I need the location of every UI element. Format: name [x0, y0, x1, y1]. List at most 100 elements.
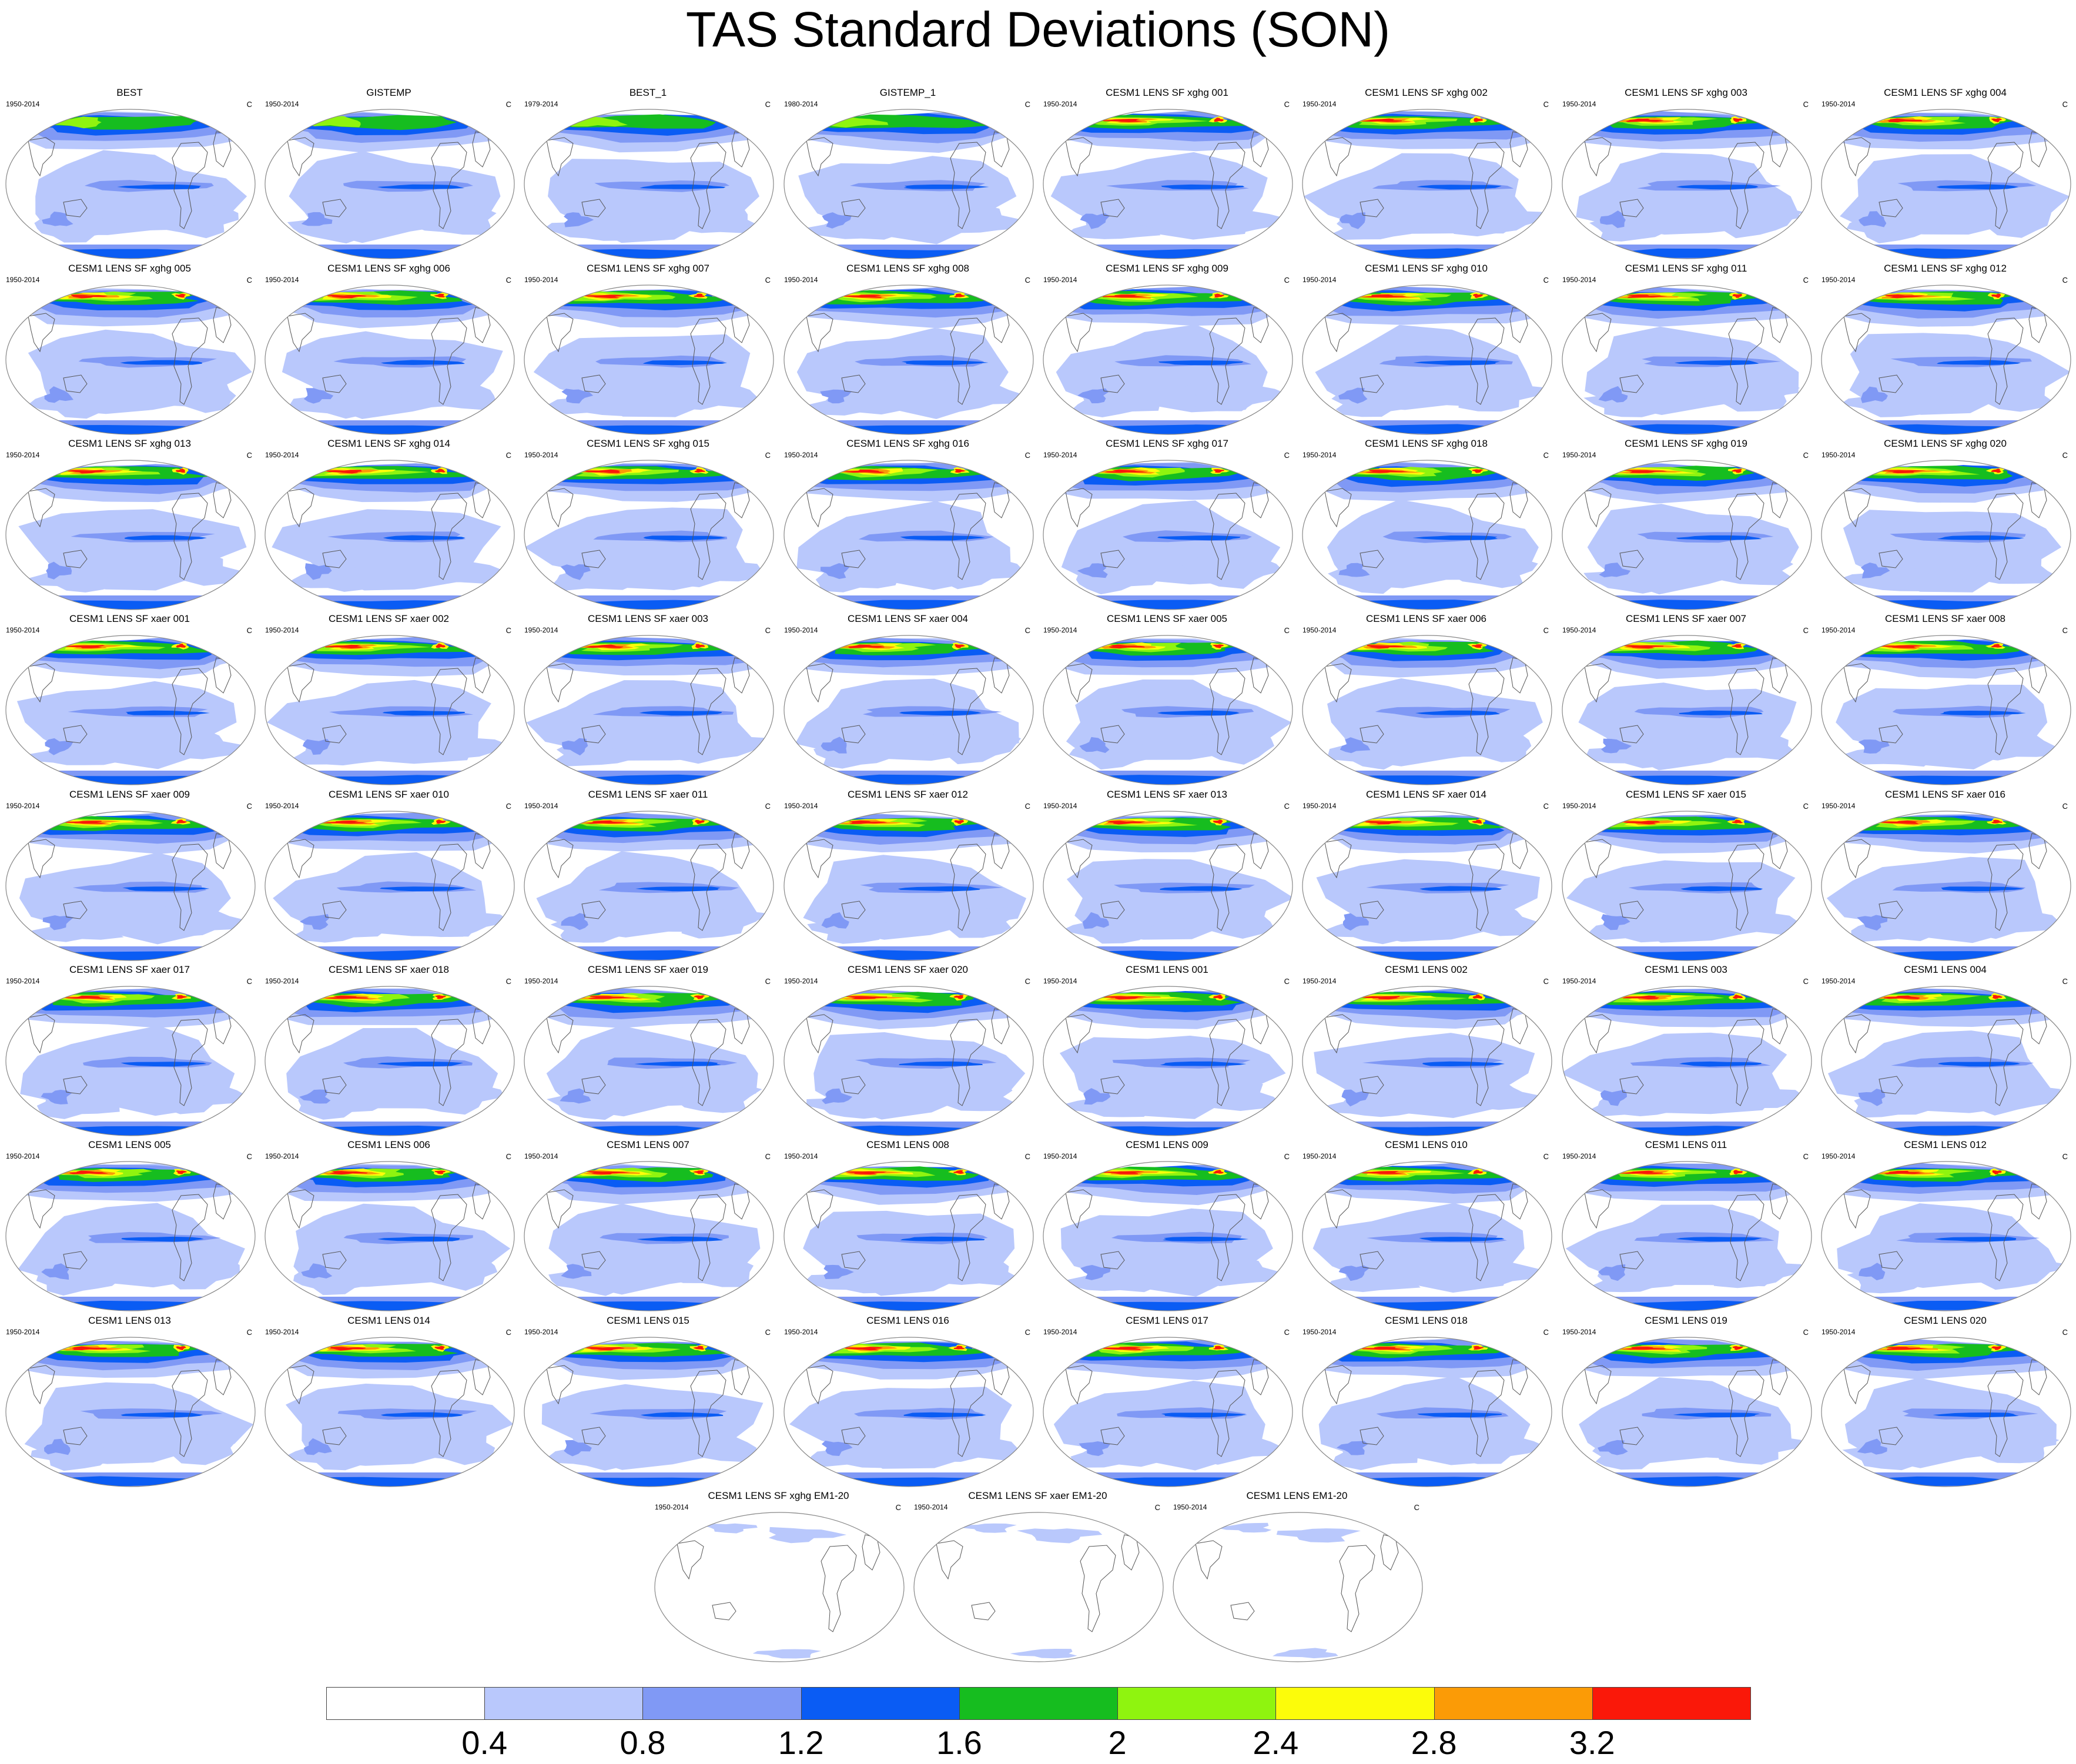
- colorbar-box: [484, 1687, 644, 1720]
- panel-map: [5, 985, 256, 1137]
- panel-title: CESM1 LENS SF xaer 001: [69, 613, 190, 624]
- panel-period: 1950-2014: [784, 1328, 818, 1336]
- panel-period: 1950-2014: [265, 100, 299, 108]
- panel-title: CESM1 LENS SF xaer 011: [588, 789, 708, 800]
- panel-units: C: [1803, 451, 1809, 460]
- panel-map: [1042, 1336, 1294, 1488]
- map-panel: CESM1 LENS 009 1950-2014 C: [1037, 1139, 1297, 1316]
- panel-title: CESM1 LENS SF xaer 014: [1365, 789, 1487, 800]
- panel-units: C: [246, 802, 252, 811]
- panel-title: CESM1 LENS SF xaer 005: [1106, 613, 1228, 624]
- map-panel: CESM1 LENS SF xaer 001 1950-2014 C: [0, 613, 259, 789]
- panel-period: 1950-2014: [1302, 977, 1337, 985]
- panel-map: [1042, 284, 1294, 436]
- panel-units: C: [1803, 802, 1809, 811]
- panel-units: C: [1284, 100, 1290, 109]
- panel-units: C: [505, 1152, 511, 1161]
- panel-units: C: [1803, 977, 1809, 986]
- panel-period: 1950-2014: [1562, 1328, 1596, 1336]
- panel-map: [783, 810, 1034, 962]
- panel-period: 1950-2014: [1043, 1328, 1077, 1336]
- panel-map: [1042, 1160, 1294, 1312]
- colorbar-box: [1117, 1687, 1277, 1720]
- panel-title: CESM1 LENS 014: [347, 1315, 430, 1326]
- map-panel: CESM1 LENS SF xghg 005 1950-2014 C: [0, 263, 259, 439]
- map-panel: CESM1 LENS SF xaer 002 1950-2014 C: [259, 613, 518, 789]
- panel-map: [1820, 985, 2072, 1137]
- map-panel: CESM1 LENS 013 1950-2014 C: [0, 1315, 259, 1491]
- panel-period: 1950-2014: [784, 802, 818, 810]
- panel-units: C: [1024, 802, 1030, 811]
- panel-period: 1950-2014: [784, 626, 818, 634]
- map-panel: CESM1 LENS SF xghg EM1-20 1950-2014 C: [649, 1490, 908, 1666]
- map-panel: CESM1 LENS 006 1950-2014 C: [259, 1139, 518, 1316]
- panel-units: C: [246, 977, 252, 986]
- panel-map: [264, 108, 515, 260]
- panel-period: 1950-2014: [784, 1152, 818, 1160]
- panel-map: [1042, 108, 1294, 260]
- map-panel: CESM1 LENS SF xaer 006 1950-2014 C: [1297, 613, 1556, 789]
- map-panel: CESM1 LENS SF xghg 009 1950-2014 C: [1037, 263, 1297, 439]
- panel-period: 1950-2014: [1562, 100, 1596, 108]
- map-panel: CESM1 LENS SF xaer EM1-20 1950-2014 C: [908, 1490, 1167, 1666]
- panel-units: C: [1024, 276, 1030, 284]
- panel-period: 1950-2014: [524, 1152, 558, 1160]
- panel-period: 1950-2014: [1821, 100, 1856, 108]
- panel-title: CESM1 LENS SF xghg 014: [327, 438, 450, 449]
- panel-period: 1950-2014: [784, 451, 818, 459]
- panel-units: C: [1024, 977, 1030, 986]
- map-panel: CESM1 LENS SF xghg 006 1950-2014 C: [259, 263, 518, 439]
- panel-period: 1950-2014: [1043, 977, 1077, 985]
- panel-period: 1950-2014: [1562, 802, 1596, 810]
- panel-map: [1042, 459, 1294, 611]
- panel-units: C: [246, 276, 252, 284]
- panel-title: CESM1 LENS SF xaer EM1-20: [968, 1490, 1107, 1501]
- map-panel: CESM1 LENS SF xghg 016 1950-2014 C: [778, 438, 1037, 614]
- panel-units: C: [765, 1328, 771, 1337]
- panel-period: 1950-2014: [524, 626, 558, 634]
- panel-period: 1950-2014: [1043, 276, 1077, 284]
- panel-title: GISTEMP_1: [879, 87, 936, 98]
- panel-map: [5, 284, 256, 436]
- map-panel: GISTEMP 1950-2014 C: [259, 87, 518, 263]
- map-panel: CESM1 LENS SF xghg 003 1950-2014 C: [1556, 87, 1816, 263]
- map-panel: CESM1 LENS SF xghg 014 1950-2014 C: [259, 438, 518, 614]
- panel-period: 1950-2014: [6, 451, 40, 459]
- panel-title: GISTEMP: [366, 87, 411, 98]
- panel-title: CESM1 LENS SF xghg 016: [846, 438, 969, 449]
- panel-title: CESM1 LENS SF xaer 003: [587, 613, 709, 624]
- panel-period: 1950-2014: [1821, 1152, 1856, 1160]
- panel-title: CESM1 LENS 013: [88, 1315, 171, 1326]
- panel-title: CESM1 LENS SF xaer 008: [1884, 613, 2006, 624]
- panel-units: C: [1803, 276, 1809, 284]
- panel-period: 1950-2014: [1302, 802, 1337, 810]
- map-panel: CESM1 LENS SF xaer 017 1950-2014 C: [0, 964, 259, 1140]
- map-panel: CESM1 LENS SF xaer 007 1950-2014 C: [1556, 613, 1816, 789]
- panel-map: [523, 985, 775, 1137]
- panel-period: 1950-2014: [1043, 100, 1077, 108]
- panel-units: C: [1543, 1152, 1549, 1161]
- panel-map: [1820, 810, 2072, 962]
- map-panel: CESM1 LENS 005 1950-2014 C: [0, 1139, 259, 1316]
- map-panel: CESM1 LENS SF xaer 011 1950-2014 C: [518, 789, 778, 965]
- panel-map: [1042, 810, 1294, 962]
- panel-units: C: [246, 451, 252, 460]
- panel-map: [523, 1160, 775, 1312]
- panel-period: 1950-2014: [6, 977, 40, 985]
- panel-title: CESM1 LENS SF xaer 017: [69, 964, 190, 975]
- panel-map: [1561, 284, 1813, 436]
- panel-title: CESM1 LENS SF xghg 012: [1884, 263, 2007, 274]
- panel-units: C: [1024, 626, 1030, 635]
- panel-title: CESM1 LENS SF xghg 004: [1884, 87, 2007, 98]
- panel-map: [1820, 108, 2072, 260]
- colorbar-tick-label: 2.8: [1411, 1724, 1457, 1761]
- panel-map: [264, 459, 515, 611]
- panel-title: CESM1 LENS 008: [866, 1139, 949, 1150]
- panel-units: C: [1803, 1328, 1809, 1337]
- panel-period: 1950-2014: [914, 1503, 948, 1511]
- panel-title: CESM1 LENS SF xghg 010: [1365, 263, 1488, 274]
- panel-title: CESM1 LENS 016: [866, 1315, 949, 1326]
- panel-title: CESM1 LENS 009: [1126, 1139, 1208, 1150]
- panel-units: C: [765, 276, 771, 284]
- panel-title: BEST_1: [629, 87, 667, 98]
